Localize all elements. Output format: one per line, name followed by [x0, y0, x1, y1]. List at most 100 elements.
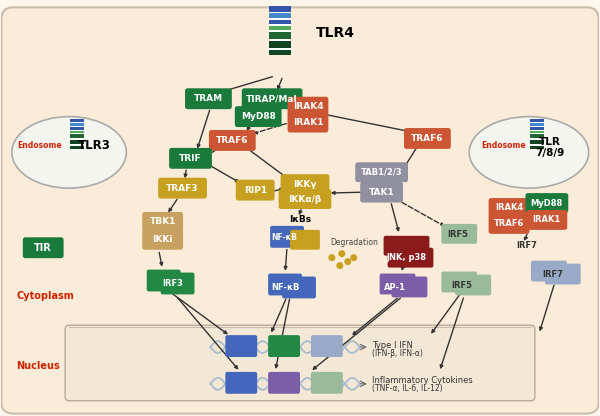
Text: IRF5: IRF5 — [448, 230, 469, 239]
FancyBboxPatch shape — [235, 106, 281, 127]
FancyBboxPatch shape — [65, 325, 535, 401]
Ellipse shape — [469, 116, 589, 188]
Bar — [70, 140, 84, 144]
Text: Endosome: Endosome — [17, 141, 62, 150]
FancyBboxPatch shape — [455, 275, 491, 295]
Text: (TNF-α, IL-6, IL-12): (TNF-α, IL-6, IL-12) — [371, 384, 442, 393]
Bar — [269, 20, 291, 25]
Text: IRAK1: IRAK1 — [533, 215, 561, 224]
FancyBboxPatch shape — [282, 277, 316, 298]
Circle shape — [328, 254, 335, 261]
Ellipse shape — [12, 116, 127, 188]
Bar — [70, 126, 84, 127]
Text: TAB1/2/3: TAB1/2/3 — [361, 168, 403, 177]
Text: Type I IFN: Type I IFN — [371, 341, 413, 349]
Bar — [269, 32, 291, 39]
FancyBboxPatch shape — [142, 230, 183, 250]
FancyBboxPatch shape — [383, 236, 430, 256]
Text: Nucleus: Nucleus — [16, 361, 60, 371]
Circle shape — [338, 250, 345, 257]
Text: Degradation: Degradation — [330, 238, 378, 247]
Text: AP-1: AP-1 — [383, 283, 406, 292]
FancyBboxPatch shape — [268, 274, 302, 295]
FancyBboxPatch shape — [226, 335, 257, 357]
Text: IKKα/β: IKKα/β — [289, 195, 322, 203]
FancyBboxPatch shape — [278, 189, 331, 209]
Text: TIR: TIR — [34, 243, 52, 253]
FancyBboxPatch shape — [392, 277, 427, 297]
Bar — [530, 146, 544, 149]
FancyBboxPatch shape — [531, 261, 567, 282]
Text: IRF5: IRF5 — [451, 281, 472, 290]
Bar — [269, 18, 291, 20]
Bar — [269, 41, 291, 48]
FancyBboxPatch shape — [287, 113, 328, 133]
Bar — [269, 50, 291, 55]
Bar — [70, 144, 84, 146]
Text: TRIF: TRIF — [179, 154, 202, 163]
Bar — [530, 119, 544, 122]
Text: IRF3: IRF3 — [162, 279, 183, 288]
Bar — [530, 127, 544, 130]
Bar — [530, 139, 544, 140]
FancyBboxPatch shape — [23, 237, 64, 258]
FancyBboxPatch shape — [147, 270, 181, 292]
Text: TRAF6: TRAF6 — [411, 134, 443, 143]
Bar — [269, 39, 291, 41]
FancyBboxPatch shape — [268, 372, 300, 394]
Text: TAK1: TAK1 — [369, 188, 394, 197]
Bar — [530, 123, 544, 126]
Text: TRAF6: TRAF6 — [216, 136, 248, 145]
FancyBboxPatch shape — [404, 128, 451, 149]
Bar — [530, 122, 544, 123]
FancyBboxPatch shape — [442, 272, 477, 292]
Bar — [70, 130, 84, 131]
Bar — [530, 126, 544, 127]
FancyBboxPatch shape — [242, 88, 302, 109]
Text: TBK1: TBK1 — [149, 218, 176, 226]
Bar — [269, 12, 291, 13]
FancyBboxPatch shape — [226, 372, 257, 394]
Text: IκBs: IκBs — [289, 215, 311, 224]
Text: MyD88: MyD88 — [241, 112, 275, 121]
Text: TLR3: TLR3 — [77, 139, 110, 152]
FancyBboxPatch shape — [488, 214, 529, 234]
Text: IKKγ: IKKγ — [293, 180, 317, 189]
Bar — [70, 119, 84, 122]
Bar — [70, 122, 84, 123]
FancyBboxPatch shape — [161, 272, 194, 295]
FancyBboxPatch shape — [311, 335, 343, 357]
Text: TRAF3: TRAF3 — [166, 183, 199, 193]
Text: IRAK1: IRAK1 — [293, 118, 323, 127]
Bar — [70, 133, 84, 134]
Text: IRF7: IRF7 — [516, 241, 537, 250]
Text: IRF7: IRF7 — [542, 270, 563, 279]
FancyBboxPatch shape — [169, 148, 212, 169]
Text: Inflammatory Cytokines: Inflammatory Cytokines — [371, 376, 472, 385]
FancyBboxPatch shape — [526, 193, 568, 213]
Text: TLR
7/8/9: TLR 7/8/9 — [535, 136, 565, 158]
Text: Cytoplasm: Cytoplasm — [16, 291, 74, 301]
Bar — [530, 144, 544, 146]
FancyBboxPatch shape — [388, 248, 433, 267]
Text: IRAK4: IRAK4 — [293, 102, 323, 111]
Bar — [269, 25, 291, 26]
Circle shape — [337, 262, 343, 269]
Text: TRAM: TRAM — [194, 94, 223, 103]
Bar — [70, 134, 84, 139]
Bar — [269, 6, 291, 12]
FancyBboxPatch shape — [290, 230, 320, 250]
Circle shape — [344, 258, 351, 265]
Text: TRAF6: TRAF6 — [494, 219, 524, 228]
Text: RIP1: RIP1 — [244, 186, 267, 195]
FancyBboxPatch shape — [209, 130, 256, 151]
Bar — [269, 30, 291, 32]
Circle shape — [350, 254, 357, 261]
Text: MyD88: MyD88 — [531, 198, 563, 208]
FancyBboxPatch shape — [545, 264, 581, 285]
FancyBboxPatch shape — [281, 174, 329, 194]
FancyBboxPatch shape — [360, 182, 403, 203]
Text: IKKi: IKKi — [152, 235, 173, 244]
Bar — [70, 123, 84, 126]
FancyBboxPatch shape — [270, 226, 304, 248]
